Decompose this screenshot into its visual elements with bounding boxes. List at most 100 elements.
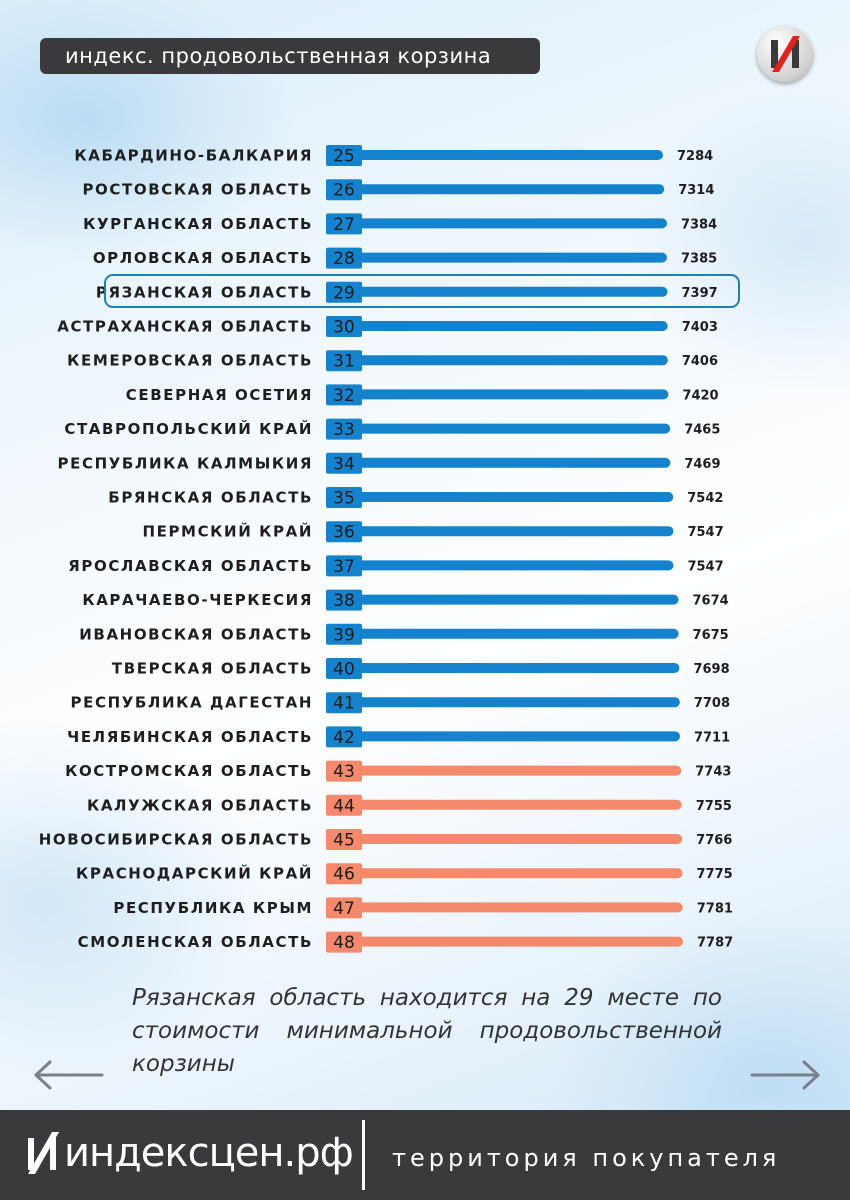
rank-badge [326, 384, 362, 406]
rank-label: 39 [333, 625, 355, 645]
rank-badge [326, 145, 362, 166]
rank-label: 31 [333, 352, 355, 372]
bar [352, 799, 682, 810]
rank-badge [326, 658, 362, 679]
bar [352, 936, 683, 947]
bar [352, 628, 679, 639]
arrow-left-icon[interactable] [32, 1058, 104, 1092]
rank-label: 44 [333, 796, 355, 816]
rank-label: 30 [333, 318, 355, 338]
arrow-right-icon[interactable] [750, 1058, 822, 1092]
footer-bar: индексцен.рф территория покупателя [0, 1110, 850, 1200]
value-label: 7711 [694, 730, 730, 745]
rank-label: 42 [333, 728, 355, 748]
value-label: 7542 [687, 491, 723, 506]
region-label: ТВЕРСКАЯ ОБЛАСТЬ [112, 660, 313, 678]
value-label: 7675 [693, 628, 729, 643]
value-label: 7766 [696, 833, 732, 848]
region-label: РЕСПУБЛИКА КАЛМЫКИЯ [58, 454, 313, 472]
region-label: ЯРОСЛАВСКАЯ ОБЛАСТЬ [68, 557, 313, 575]
bar [352, 389, 669, 400]
region-label: НОВОСИБИРСКАЯ ОБЛАСТЬ [39, 831, 313, 849]
rank-badge [326, 931, 362, 953]
rank-label: 25 [333, 147, 355, 167]
value-label: 7469 [684, 457, 720, 472]
region-label: СТАВРОПОЛЬСКИЙ КРАЙ [64, 419, 313, 438]
region-label: СЕВЕРНАЯ ОСЕТИЯ [126, 386, 313, 404]
value-label: 7284 [677, 149, 713, 164]
bar [352, 697, 680, 708]
rank-badge [326, 452, 362, 474]
brand-mark-icon [24, 1130, 62, 1176]
bar [352, 355, 668, 366]
bar [352, 150, 663, 160]
page-title: индекс. продовольственная корзина [40, 38, 540, 74]
index-logo-icon [757, 26, 813, 82]
value-label: 7743 [695, 765, 731, 780]
rank-badge [326, 350, 362, 372]
bar [352, 423, 671, 434]
rank-badge [326, 863, 362, 885]
rank-label: 35 [333, 489, 355, 509]
value-label: 7781 [697, 901, 733, 916]
rank-label: 33 [333, 420, 355, 440]
rank-badge [326, 794, 362, 816]
region-label: РЕСПУБЛИКА ДАГЕСТАН [71, 694, 313, 712]
region-label: КЕМЕРОВСКАЯ ОБЛАСТЬ [67, 352, 313, 370]
bar [352, 218, 667, 229]
bar [352, 731, 680, 742]
rank-badge [326, 760, 362, 782]
rank-label: 26 [333, 181, 355, 201]
rank-badge [326, 623, 362, 645]
value-label: 7698 [693, 662, 729, 677]
region-label: КРАСНОДАРСКИЙ КРАЙ [76, 864, 313, 883]
highlight-frame [104, 274, 740, 308]
value-label: 7465 [684, 423, 720, 438]
rank-label: 48 [333, 933, 355, 953]
rank-badge [326, 521, 362, 543]
rank-badge [326, 589, 362, 611]
region-label: РЕСПУБЛИКА КРЫМ [113, 899, 313, 917]
rank-badge [326, 247, 362, 269]
bar [352, 663, 680, 673]
rank-badge [326, 179, 362, 201]
region-label: ЧЕЛЯБИНСКАЯ ОБЛАСТЬ [67, 728, 313, 746]
value-label: 7708 [694, 696, 730, 711]
value-label: 7314 [678, 183, 714, 198]
value-label: 7420 [682, 388, 718, 403]
value-label: 7384 [681, 217, 717, 232]
caption-text: Рязанская область находится на 29 месте … [132, 985, 722, 1077]
rank-label: 43 [333, 762, 355, 782]
rank-label: 37 [333, 557, 355, 577]
rank-badge [326, 213, 362, 235]
footer-brand[interactable]: индексцен.рф [24, 1130, 354, 1176]
bar [352, 834, 683, 844]
rank-label: 38 [333, 591, 355, 611]
region-label: КАБАРДИНО-БАЛКАРИЯ [74, 147, 313, 165]
bar [352, 868, 683, 879]
value-label: 7403 [682, 320, 718, 335]
rank-badge [326, 316, 362, 337]
bar [352, 560, 674, 571]
rank-label: 47 [333, 899, 355, 919]
bar-chart: 25 КАБАРДИНО-БАЛКАРИЯ 7284 26 РОСТОВСКАЯ ОБЛ… [39, 145, 733, 953]
rank-badge [326, 829, 362, 850]
rank-badge [326, 726, 362, 748]
rank-label: 46 [333, 865, 355, 885]
value-label: 7397 [681, 286, 717, 301]
bar [352, 765, 682, 776]
rank-label: 34 [333, 454, 355, 474]
rank-badge [326, 418, 362, 440]
region-label: КУРГАНСКАЯ ОБЛАСТЬ [83, 215, 313, 233]
rank-badge [326, 281, 362, 303]
rank-label: 40 [333, 660, 355, 680]
region-label: КАЛУЖСКАЯ ОБЛАСТЬ [87, 796, 313, 814]
bar [352, 286, 668, 297]
bar [352, 184, 665, 195]
region-label: АСТРАХАНСКАЯ ОБЛАСТЬ [57, 318, 313, 336]
bar [352, 321, 668, 331]
region-label: РЯЗАНСКАЯ ОБЛАСТЬ [96, 283, 313, 301]
rank-label: 28 [333, 249, 355, 269]
region-label: ОРЛОВСКАЯ ОБЛАСТЬ [93, 249, 313, 267]
value-label: 7547 [687, 559, 723, 574]
